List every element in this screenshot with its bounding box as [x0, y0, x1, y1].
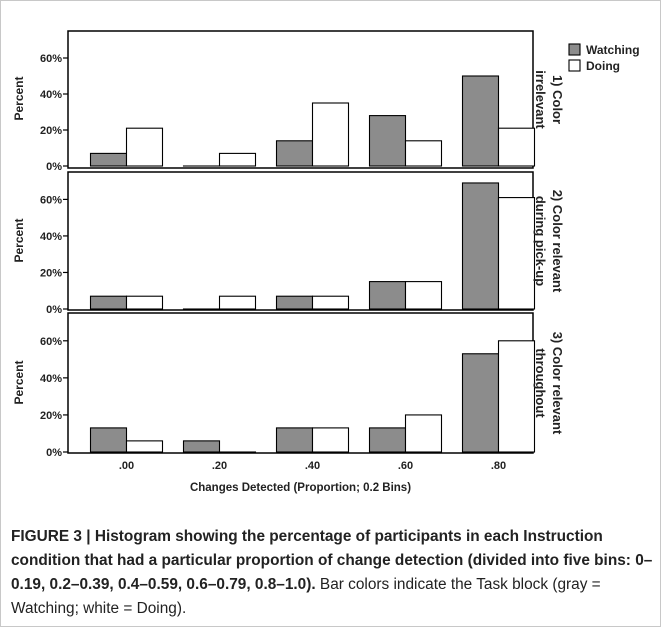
- bar-doing-00: [125, 295, 164, 310]
- x-tick-label: .40: [305, 460, 320, 472]
- x-tick-label: .60: [398, 460, 413, 472]
- y-tick-label: 60%: [40, 336, 62, 348]
- bar-watching-00: [89, 152, 128, 167]
- legend-label-watching: Watching: [586, 43, 640, 57]
- x-tick-label: .20: [212, 460, 227, 472]
- caption-normal-text: Bar colors indicate the Task block (gray…: [11, 576, 601, 617]
- panel-label: 1) Color: [550, 75, 565, 124]
- bar-watching-00: [89, 295, 128, 310]
- bar-watching-00: [89, 427, 128, 453]
- bar-doing-60: [404, 414, 443, 453]
- legend-swatch-doing: [568, 59, 581, 72]
- y-tick-label: 40%: [40, 373, 62, 385]
- legend: Watching Doing: [568, 43, 640, 73]
- y-tick-label: 20%: [40, 267, 62, 279]
- bar-watching-80: [461, 75, 500, 167]
- panel-2: 0% 20% 40% 60% Percent 2) Color relevantdurin…: [12, 171, 565, 316]
- panel-label: during pick-up: [533, 196, 548, 286]
- bar-doing-00: [125, 127, 164, 167]
- bar-watching-80: [461, 182, 500, 310]
- bar-doing-80: [497, 340, 536, 453]
- y-tick-label: 20%: [40, 125, 62, 137]
- bar-doing-40: [311, 102, 350, 167]
- y-tick-label: 60%: [40, 194, 62, 206]
- bar-doing-40: [311, 295, 350, 310]
- panel-label: throughout: [533, 348, 548, 418]
- panel-label: 3) Color relevant: [550, 332, 565, 435]
- x-axis-label: Changes Detected (Proportion; 0.2 Bins): [190, 482, 411, 494]
- bar-doing-60: [404, 281, 443, 310]
- y-tick-label: 60%: [40, 53, 62, 65]
- panel-frame: [67, 30, 534, 169]
- legend-label-doing: Doing: [586, 59, 620, 73]
- y-axis-label: Percent: [12, 360, 26, 404]
- bar-watching-40: [275, 295, 314, 310]
- bar-doing-20: [218, 152, 257, 167]
- bar-doing-20: [218, 295, 257, 310]
- panel-label: irrelevant: [533, 70, 548, 129]
- panel-label: 2) Color relevant: [550, 190, 565, 293]
- y-tick-label: 0%: [46, 447, 62, 459]
- bar-watching-60: [368, 115, 407, 167]
- bar-doing-00: [125, 440, 164, 453]
- y-tick-label: 20%: [40, 410, 62, 422]
- y-axis-label: Percent: [12, 218, 26, 262]
- bar-doing-80: [497, 197, 536, 310]
- panel-3: 0% 20% 40% 60% Percent 3) Color relevantthrou…: [12, 312, 565, 459]
- bar-watching-40: [275, 140, 314, 167]
- y-tick-label: 0%: [46, 304, 62, 316]
- x-tick-label: .00: [119, 460, 134, 472]
- bar-doing-40: [311, 427, 350, 453]
- legend-swatch-watching: [568, 43, 581, 56]
- y-tick-label: 40%: [40, 89, 62, 101]
- bar-watching-60: [368, 281, 407, 310]
- bar-doing-80: [497, 127, 536, 167]
- y-tick-label: 40%: [40, 231, 62, 243]
- bar-watching-80: [461, 353, 500, 453]
- figure-caption: FIGURE 3 | Histogram showing the percent…: [11, 525, 659, 621]
- y-axis-label: Percent: [12, 76, 26, 120]
- y-tick-label: 0%: [46, 161, 62, 173]
- bar-watching-20: [182, 440, 221, 453]
- bar-doing-60: [404, 140, 443, 167]
- x-tick-label: .80: [491, 460, 506, 472]
- bar-watching-40: [275, 427, 314, 453]
- caption-bold-text: FIGURE 3 | Histogram showing the percent…: [11, 528, 653, 593]
- bar-watching-60: [368, 427, 407, 453]
